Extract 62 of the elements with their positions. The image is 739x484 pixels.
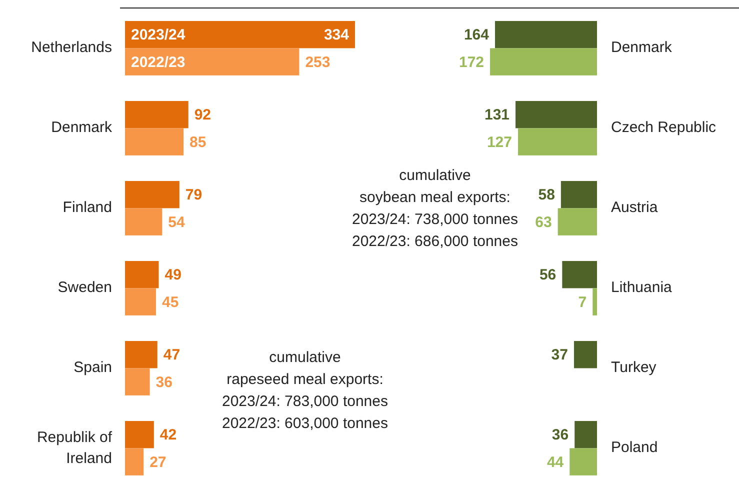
bar (125, 421, 154, 448)
bar (125, 181, 180, 208)
data-label: 334 (324, 26, 350, 44)
y-tick-label: Sweden (58, 279, 112, 296)
bar (490, 48, 597, 76)
data-label: 127 (486, 134, 512, 151)
bar (125, 208, 162, 236)
y-tick-label: Denmark (51, 119, 112, 136)
bar (125, 368, 150, 396)
y-tick-label: Republik of Ireland (36, 429, 113, 468)
bar (592, 288, 597, 316)
data-label: 172 (458, 54, 484, 71)
annotation: cumulative rapeseed meal exports: 2023/24: 783,000 tonnes 2022/23: 603,000 tonnes (222, 349, 388, 432)
data-label: 49 (164, 266, 182, 284)
data-label: 58 (538, 186, 555, 204)
y-tick-label: Denmark (611, 39, 672, 56)
bar (574, 421, 597, 448)
data-label: 63 (535, 214, 552, 231)
data-label: 37 (551, 346, 568, 364)
y-tick-label: Poland (611, 439, 658, 456)
data-label: 79 (185, 186, 202, 204)
data-label: 36 (552, 426, 569, 444)
bar (574, 341, 597, 368)
bar (125, 341, 158, 368)
y-tick-label: Czech Republic (611, 119, 717, 136)
bar (125, 261, 159, 288)
data-label: 253 (305, 54, 330, 71)
data-label: 92 (194, 106, 212, 124)
y-tick-label: Austria (611, 199, 658, 216)
data-label: 42 (160, 426, 177, 444)
bar (125, 48, 300, 76)
data-label: 54 (168, 214, 186, 231)
bar (560, 181, 597, 208)
data-label: 45 (162, 294, 179, 311)
bar (558, 208, 597, 236)
bar (125, 448, 144, 476)
data-label: 47 (163, 346, 180, 364)
data-label: 27 (150, 454, 166, 471)
bar (125, 101, 188, 128)
bar (125, 21, 355, 48)
data-label: 131 (484, 106, 510, 124)
bar (125, 128, 184, 156)
data-label: 7 (578, 294, 587, 311)
series-label: 2022/23 (131, 54, 186, 71)
data-label: 164 (464, 26, 490, 44)
data-label: 56 (539, 266, 556, 284)
y-tick-label: Lithuania (611, 279, 673, 296)
data-label: 85 (190, 134, 206, 151)
data-label: 44 (546, 454, 564, 471)
bar (570, 448, 597, 476)
bar (125, 288, 156, 316)
bar (516, 101, 597, 128)
series-label: 2023/24 (131, 26, 186, 44)
y-tick-label: Finland (62, 199, 112, 216)
annotation: cumulative soybean meal exports: 2023/24: 738,000 tonnes 2022/23: 686,000 tonnes (352, 167, 518, 250)
bar (518, 128, 597, 156)
bar (562, 261, 597, 288)
y-tick-label: Spain (74, 359, 112, 376)
y-tick-label: Turkey (611, 359, 657, 376)
bar (495, 21, 597, 48)
y-tick-label: Netherlands (31, 39, 112, 56)
data-label: 36 (156, 374, 172, 391)
